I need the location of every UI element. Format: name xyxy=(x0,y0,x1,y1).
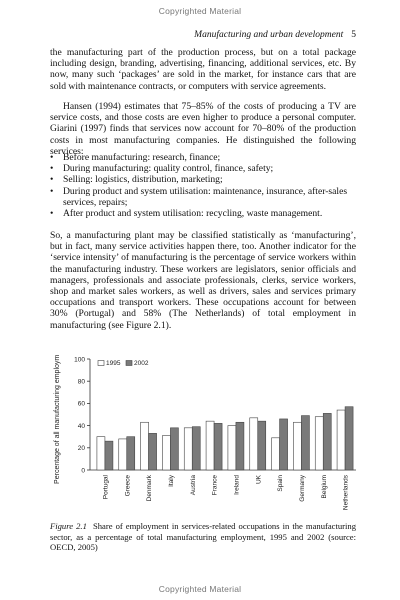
x-tick-label: Portugal xyxy=(102,474,109,499)
bar-2002-ireland xyxy=(235,421,245,471)
paragraph-3: So, a manufacturing plant may be classif… xyxy=(50,230,356,331)
legend-label-2002: 2002 xyxy=(134,360,149,367)
list-item: • After product and system utilisation: r… xyxy=(50,208,356,219)
list-item: • Selling: logistics, distribution, marke… xyxy=(50,174,356,185)
bar-2002-belgium xyxy=(322,413,332,471)
paragraph-3-text: So, a manufacturing plant may be classif… xyxy=(50,230,356,331)
bar-2002-portugal xyxy=(104,440,114,471)
x-tick-label: France xyxy=(212,475,219,496)
bar-2002-italy xyxy=(170,427,179,471)
bar-2002-greece xyxy=(126,436,136,471)
y-tick-label: 80 xyxy=(78,379,86,386)
copyright-watermark-bottom: Copyrighted Material xyxy=(158,584,242,594)
x-tick-label: Germany xyxy=(299,474,306,501)
bar-1995-italy xyxy=(162,435,171,471)
legend-swatch-2002 xyxy=(125,360,133,366)
list-item: • During product and system utilisation: … xyxy=(50,186,356,208)
bar-chart: Percentage of all manufacturing employme… xyxy=(54,345,356,510)
paragraph-1-text: the manufacturing part of the production… xyxy=(50,47,356,92)
list-item: • Before manufacturing: research, finance… xyxy=(50,152,356,163)
legend-label-1995: 1995 xyxy=(106,360,121,367)
bar-1995-portugal xyxy=(96,436,106,471)
x-tick-label: Ireland xyxy=(233,475,240,495)
bar-1995-uk xyxy=(249,417,259,471)
list-item-text: Selling: logistics, distribution, market… xyxy=(63,174,223,186)
bar-1995-france xyxy=(205,420,215,471)
bullet-icon: • xyxy=(50,174,54,186)
bar-1995-denmark xyxy=(140,421,149,471)
bar-2002-denmark xyxy=(148,433,157,471)
bullet-icon: • xyxy=(50,152,54,163)
bar-2002-germany xyxy=(301,415,310,471)
bullet-icon: • xyxy=(50,208,54,220)
figure-caption-text: Share of employment in services-related … xyxy=(50,521,357,553)
x-tick-label: Netherlands xyxy=(343,474,350,510)
bar-1995-spain xyxy=(271,437,280,471)
bar-2002-austria xyxy=(191,426,201,471)
x-tick-label: Greece xyxy=(124,475,131,497)
bullet-icon: • xyxy=(50,185,54,197)
bar-1995-belgium xyxy=(314,416,324,471)
x-tick-label: Denmark xyxy=(146,474,153,501)
y-tick-label: 40 xyxy=(78,423,86,430)
bar-1995-netherlands xyxy=(336,409,346,471)
bar-2002-spain xyxy=(279,418,288,471)
bar-1995-austria xyxy=(183,427,193,471)
list-item: • During manufacturing: quality control, … xyxy=(50,163,356,174)
y-tick-label: 0 xyxy=(81,467,85,474)
figure-caption: Figure 2.1 Share of employment in servic… xyxy=(50,521,356,553)
bar-1995-ireland xyxy=(227,425,237,471)
y-tick-label: 20 xyxy=(78,445,86,452)
x-tick-label: Spain xyxy=(277,475,284,492)
y-axis-title: Percentage of all manufacturing employme… xyxy=(54,355,61,484)
bar-2002-netherlands xyxy=(344,406,354,471)
figure-label: Figure 2.1 xyxy=(50,521,87,531)
running-head: Manufacturing and urban development 5 xyxy=(194,30,356,40)
list-item-text: After product and system utilisation: re… xyxy=(63,208,323,220)
copyright-watermark-top: Copyrighted Material xyxy=(158,6,242,16)
services-list: • Before manufacturing: research, finance… xyxy=(50,152,356,219)
paragraph-2: Hansen (1994) estimates that 75–85% of t… xyxy=(50,101,356,157)
y-tick-label: 100 xyxy=(74,356,85,363)
x-tick-label: Austria xyxy=(190,475,197,496)
paragraph-1: the manufacturing part of the production… xyxy=(50,47,356,92)
x-tick-label: Italy xyxy=(168,474,175,487)
figure-2-1-chart: Percentage of all manufacturing employme… xyxy=(50,345,360,520)
list-item-text: Before manufacturing: research, finance; xyxy=(63,152,221,163)
y-tick-label: 60 xyxy=(78,401,86,408)
paragraph-2-text: Hansen (1994) estimates that 75–85% of t… xyxy=(50,101,356,157)
list-item-text: During manufacturing: quality control, f… xyxy=(63,163,274,175)
bullet-icon: • xyxy=(50,163,54,175)
bar-1995-greece xyxy=(118,438,128,471)
bar-2002-uk xyxy=(257,420,267,471)
list-item-text: During product and system utilisation: m… xyxy=(63,185,348,208)
bar-1995-germany xyxy=(293,421,302,471)
page-number: 5 xyxy=(351,30,356,40)
running-head-title: Manufacturing and urban development xyxy=(194,30,344,40)
x-tick-label: Belgium xyxy=(321,475,328,498)
legend-swatch-1995 xyxy=(97,360,105,366)
bar-2002-france xyxy=(213,423,223,471)
x-tick-label: UK xyxy=(255,474,262,484)
